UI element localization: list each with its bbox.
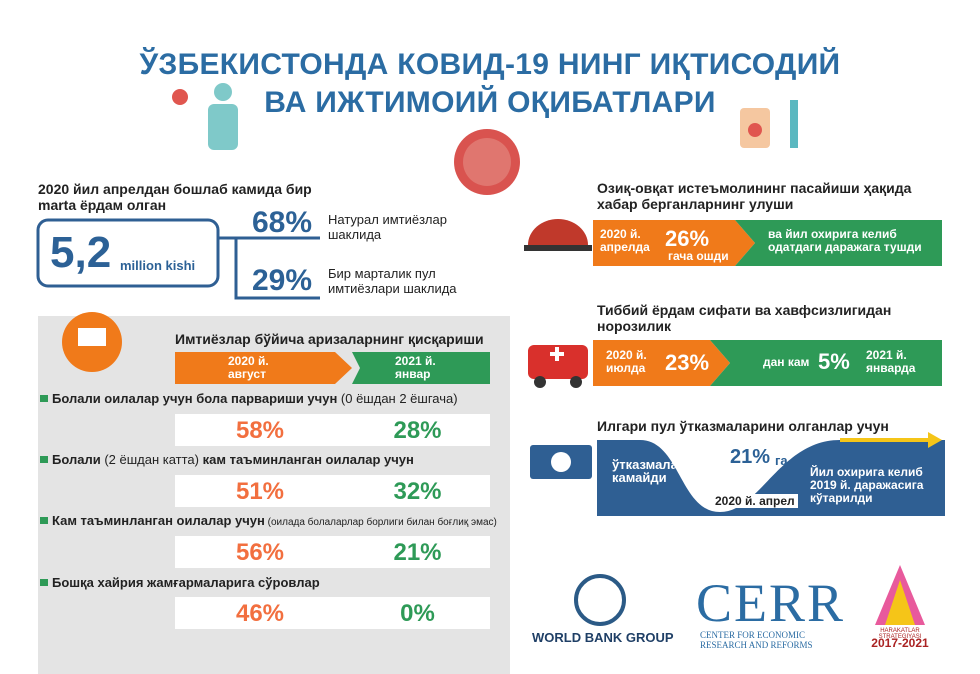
total-box bbox=[36, 218, 220, 288]
money-icon bbox=[530, 445, 592, 479]
label-part: кам таъминланган оилалар учун bbox=[202, 452, 414, 467]
period: 2020 й. август bbox=[228, 354, 269, 381]
label-part: Болали bbox=[52, 452, 101, 467]
food-change: гача ошди bbox=[668, 249, 729, 263]
period-bar-end bbox=[352, 352, 490, 384]
world-bank-logo: WORLD BANK GROUP bbox=[532, 630, 674, 645]
item-label: Натурал имтиёзлар шаклида bbox=[328, 212, 447, 242]
strategy-years: 2017-2021 bbox=[871, 636, 929, 650]
value-start: 56% bbox=[235, 539, 285, 566]
row-bar: 51% 32% bbox=[175, 475, 490, 507]
value-end: 0% bbox=[400, 600, 435, 627]
arrow-head bbox=[928, 432, 942, 448]
food-bar-end bbox=[735, 220, 942, 266]
mail-icon-envelope bbox=[78, 328, 106, 346]
cerr-logo: CERR bbox=[696, 573, 846, 633]
cerr-sub: CENTER FOR ECONOMIC RESEARCH AND REFORMS bbox=[700, 630, 813, 650]
health-value: 23% bbox=[665, 350, 710, 375]
remittance-title: Илгари пул ўтказмаларини олганлар учун bbox=[597, 418, 889, 434]
item-value: 29% bbox=[252, 264, 313, 297]
food-bar-start bbox=[593, 220, 755, 266]
health-title: Тиббий ёрдам сифати ва хавфсизлигидан но… bbox=[597, 302, 892, 334]
health-bar-start bbox=[593, 340, 730, 386]
row-label: Бошқа хайрия жамғармаларига сўровлар bbox=[40, 575, 510, 590]
value-end: 32% bbox=[393, 478, 442, 505]
remittance-start: ўтказмалар камайди bbox=[612, 457, 686, 485]
label-part: Кам таъминланган оилалар учун bbox=[52, 513, 265, 528]
strategy-logo: HARAKATLAR STRATEGIYASI bbox=[878, 628, 922, 640]
remittance-shape bbox=[597, 440, 945, 516]
food-value: 26% bbox=[665, 226, 710, 251]
item-label: Бир марталик пул имтиёзлари шаклида bbox=[328, 266, 457, 296]
vaccine-icon bbox=[740, 100, 798, 148]
item-value: 68% bbox=[252, 206, 313, 239]
total-value: 5,2 bbox=[50, 228, 112, 277]
food-end: ва йил охирига келиб одатдаги даражага т… bbox=[768, 227, 922, 254]
value-start: 46% bbox=[235, 600, 285, 627]
row-bar: 46% 0% bbox=[175, 597, 490, 629]
title-line: ЎЗБЕКИСТОНДА КОВИД-19 НИНГ ИҚТИСОДИЙ bbox=[139, 48, 841, 81]
value-end: 28% bbox=[393, 417, 442, 444]
label-part: Бошқа хайрия жамғармаларига сўровлар bbox=[52, 575, 320, 590]
remittance-value: 21% bbox=[730, 446, 771, 468]
world-bank-globe bbox=[574, 574, 626, 626]
label-part: (оилада болаларлар борлиги билан боғлиқ … bbox=[264, 517, 497, 528]
value-end: 21% bbox=[393, 539, 442, 566]
label-part: (0 ёшдан 2 ёшгача) bbox=[337, 391, 458, 406]
health-bar-end bbox=[710, 340, 942, 386]
food-icon bbox=[524, 219, 592, 251]
remittance-end: Йил охирига келиб 2019 й. даражасига кўт… bbox=[810, 465, 924, 505]
row-label: Кам таъминланган оилалар учун (оилада бо… bbox=[40, 513, 510, 528]
health-start: 2020 й. июлда bbox=[606, 348, 647, 375]
virus-center bbox=[454, 129, 520, 195]
health-change: дан кам bbox=[763, 355, 810, 369]
applications-title: Имтиёзлар бўйича аризаларнинг қисқариши bbox=[175, 331, 484, 347]
value-start: 51% bbox=[235, 478, 285, 505]
health-end-value: 5% bbox=[818, 349, 850, 374]
period: 2021 й. январ bbox=[395, 354, 436, 381]
ambulance-icon bbox=[528, 345, 588, 388]
health-end: 2021 й. январда bbox=[866, 348, 916, 375]
row-label: Болали (2 ёшдан катта) кам таъминланган … bbox=[40, 452, 510, 467]
assistance-heading: 2020 йил апрелдан бошлаб камида бир mart… bbox=[38, 181, 312, 213]
row-bar: 58% 28% bbox=[175, 414, 490, 446]
label-part: (2 ёшдан катта) bbox=[100, 452, 203, 467]
label-part: Болали оилалар учун бола парвариши учун bbox=[52, 391, 338, 406]
remittance-suffix: га bbox=[775, 453, 788, 468]
value-start: 58% bbox=[235, 417, 285, 444]
food-start: 2020 й. апрелда bbox=[600, 227, 650, 254]
connector bbox=[234, 238, 320, 300]
total-unit: million kishi bbox=[120, 258, 196, 273]
row-bar: 56% 21% bbox=[175, 536, 490, 568]
food-title: Озиқ-овқат истеъмолининг пасайиши ҳақида… bbox=[597, 180, 912, 212]
virus-icon bbox=[172, 89, 188, 105]
period-bar-start bbox=[175, 352, 352, 384]
strategy-icon-inner bbox=[885, 580, 915, 625]
row-label: Болали оилалар учун бола парвариши учун … bbox=[40, 391, 510, 406]
remittance-date: 2020 й. апрел bbox=[712, 494, 798, 508]
person-icon bbox=[208, 83, 238, 150]
title-line: ВА ИЖТИМОИЙ ОҚИБАТЛАРИ bbox=[264, 86, 716, 119]
